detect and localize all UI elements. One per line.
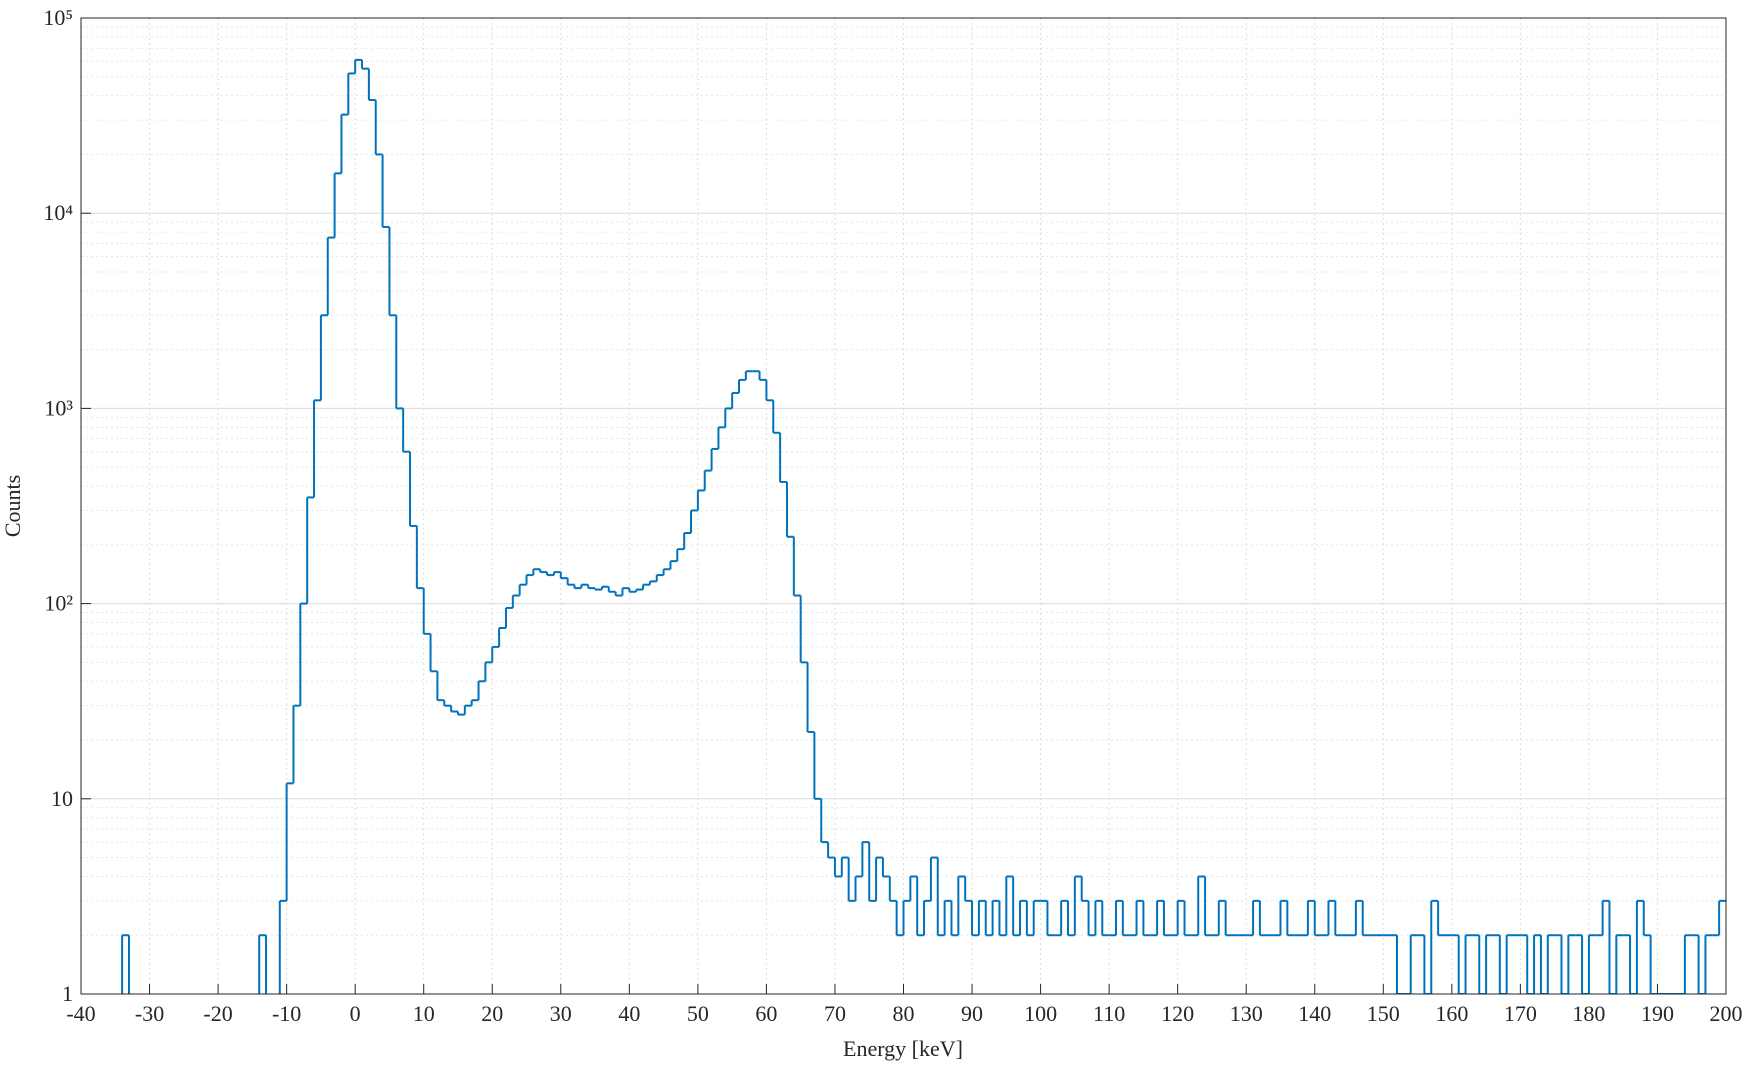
x-tick-label: 190 — [1641, 1001, 1674, 1026]
x-tick-label: 110 — [1093, 1001, 1125, 1026]
x-axis-label: Energy [keV] — [843, 1036, 963, 1061]
x-tick-label: 40 — [618, 1001, 640, 1026]
x-tick-label: 170 — [1504, 1001, 1537, 1026]
y-tick-label: 10⁵ — [43, 5, 73, 30]
x-tick-label: 70 — [824, 1001, 846, 1026]
axes-box — [80, 17, 1727, 995]
x-tick-label: 150 — [1367, 1001, 1400, 1026]
x-tick-label: -40 — [66, 1001, 95, 1026]
x-tick-label: 10 — [413, 1001, 435, 1026]
x-tick-label: 140 — [1298, 1001, 1331, 1026]
y-axis-label: Counts — [0, 475, 25, 537]
plot-area — [121, 58, 1726, 994]
y-tick-label: 10⁴ — [43, 200, 73, 225]
x-tick-label: -20 — [203, 1001, 232, 1026]
x-tick-label: 30 — [550, 1001, 572, 1026]
x-tick-label: 100 — [1024, 1001, 1057, 1026]
y-tick-label: 10² — [44, 591, 73, 616]
x-tick-label: 120 — [1161, 1001, 1194, 1026]
x-tick-label: 20 — [481, 1001, 503, 1026]
x-tick-label: -10 — [272, 1001, 301, 1026]
y-tick-label: 10 — [51, 786, 73, 811]
x-tick-label: 60 — [755, 1001, 777, 1026]
x-tick-label: -30 — [135, 1001, 164, 1026]
x-tick-label: 0 — [350, 1001, 361, 1026]
x-tick-label: 80 — [893, 1001, 915, 1026]
x-tick-label: 90 — [961, 1001, 983, 1026]
x-tick-label: 50 — [687, 1001, 709, 1026]
y-tick-label: 1 — [62, 981, 73, 1006]
x-tick-label: 200 — [1710, 1001, 1743, 1026]
x-tick-label: 160 — [1435, 1001, 1468, 1026]
y-tick-label: 10³ — [44, 395, 73, 420]
x-tick-label: 180 — [1572, 1001, 1605, 1026]
x-tick-label: 130 — [1230, 1001, 1263, 1026]
